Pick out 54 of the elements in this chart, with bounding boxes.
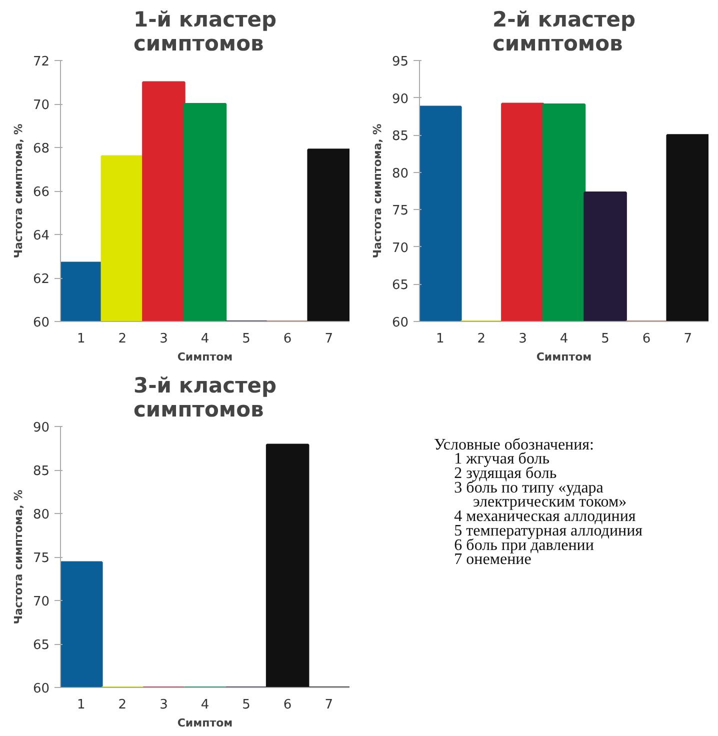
y-tick-label: 64 bbox=[32, 228, 50, 244]
y-tick-label: 70 bbox=[32, 98, 50, 113]
y-tick-label: 72 bbox=[32, 54, 50, 70]
x-axis-title: Симптом bbox=[177, 350, 233, 364]
x-tick-label: 6 bbox=[642, 332, 651, 346]
y-tick-label: 75 bbox=[392, 204, 409, 219]
y-tick-label: 65 bbox=[32, 638, 50, 653]
y-tick-label: 90 bbox=[392, 92, 409, 107]
x-axis-title: Симптом bbox=[177, 716, 233, 730]
y-tick-label: 66 bbox=[32, 185, 50, 200]
y-tick-label: 68 bbox=[32, 142, 50, 156]
x-tick-label: 2 bbox=[118, 698, 127, 712]
text: Условные обозначения: bbox=[434, 436, 594, 454]
x-tick-label: 1 bbox=[436, 332, 444, 346]
y-tick-label: 95 bbox=[392, 54, 409, 70]
x-tick-label: 7 bbox=[324, 332, 334, 346]
x-tick-label: 6 bbox=[283, 698, 292, 712]
y-tick-label: 75 bbox=[32, 551, 50, 566]
chart-title: 1-й кластер симптомов bbox=[133, 8, 277, 56]
x-tick-label: 1 bbox=[77, 698, 86, 712]
x-tick-label: 3 bbox=[518, 332, 527, 346]
y-tick-label: 85 bbox=[392, 129, 409, 144]
y-tick-label: 60 bbox=[32, 316, 50, 330]
y-tick-label: 62 bbox=[32, 272, 50, 287]
y-tick-label: 90 bbox=[32, 420, 50, 436]
y-axis-title: Частота симптома, % bbox=[12, 490, 25, 624]
y-axis-title: Частота симптома, % bbox=[370, 124, 384, 258]
y-tick-label: 65 bbox=[392, 278, 409, 294]
x-tick-label: 7 bbox=[324, 698, 334, 712]
x-axis-title: Симптом bbox=[536, 350, 592, 364]
y-tick-label: 60 bbox=[392, 316, 409, 330]
x-tick-label: 2 bbox=[118, 332, 127, 346]
x-tick-label: 5 bbox=[242, 698, 250, 712]
x-tick-label: 7 bbox=[684, 332, 692, 346]
x-tick-label: 4 bbox=[560, 332, 568, 346]
x-tick-label: 5 bbox=[601, 332, 610, 346]
y-tick-label: 80 bbox=[32, 508, 50, 522]
chart-title: 3-й кластер симптомов bbox=[133, 374, 277, 422]
x-tick-label: 3 bbox=[160, 332, 168, 346]
y-tick-label: 60 bbox=[32, 682, 50, 696]
x-tick-label: 6 bbox=[283, 332, 292, 346]
chart-title: 2-й кластер симптомов bbox=[492, 8, 636, 56]
y-axis-title: Частота симптома, % bbox=[12, 124, 25, 258]
x-tick-label: 5 bbox=[242, 332, 250, 346]
y-tick-label: 85 bbox=[32, 464, 50, 479]
y-tick-label: 70 bbox=[392, 240, 409, 256]
x-tick-label: 2 bbox=[477, 332, 486, 346]
x-tick-label: 4 bbox=[200, 698, 210, 712]
text: 1 жгучая боль bbox=[454, 450, 550, 468]
y-tick-label: 70 bbox=[32, 594, 50, 610]
x-tick-label: 1 bbox=[77, 332, 86, 346]
x-tick-label: 3 bbox=[160, 698, 168, 712]
x-tick-label: 4 bbox=[200, 332, 210, 346]
y-tick-label: 80 bbox=[392, 166, 409, 182]
